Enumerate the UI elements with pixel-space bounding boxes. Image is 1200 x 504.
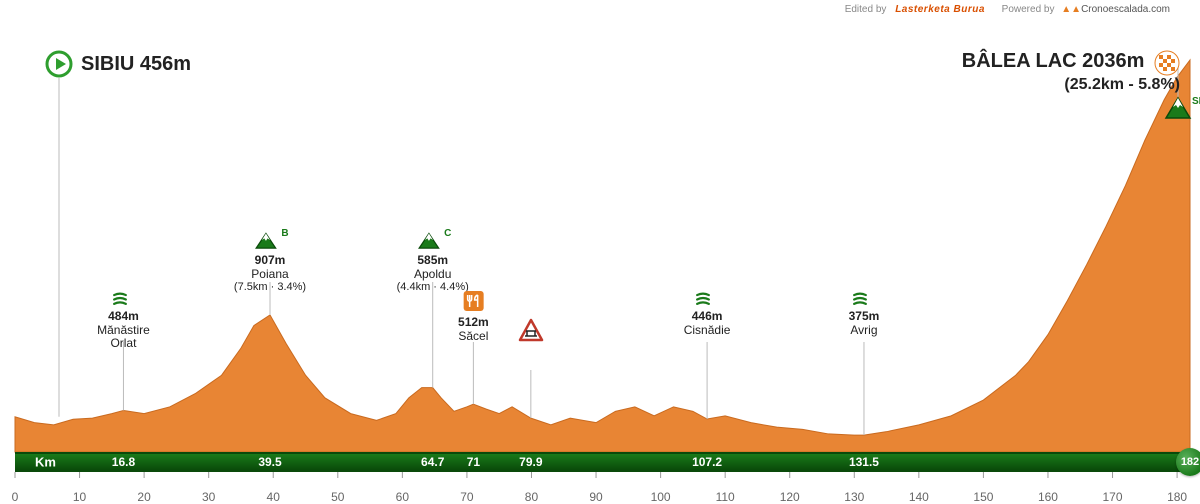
x-axis-tick-label: 60 bbox=[396, 490, 409, 504]
x-axis-tick-label: 50 bbox=[331, 490, 344, 504]
sprint-marker: 446mCisnădie bbox=[684, 290, 731, 337]
marker-altitude: 907m bbox=[234, 254, 306, 268]
distance-bar-value: 79.9 bbox=[519, 455, 542, 469]
x-axis-tick-label: 70 bbox=[460, 490, 473, 504]
sprint-icon bbox=[97, 290, 150, 310]
marker-name: Poiana bbox=[234, 268, 306, 282]
finish-name: BÂLEA LAC bbox=[962, 50, 1077, 72]
mountain-icon: B bbox=[234, 230, 306, 254]
feed-icon bbox=[458, 290, 489, 316]
finish-location: BÂLEA LAC 2036m (25.2km - 5.8%) bbox=[962, 50, 1180, 94]
x-axis-tick-label: 0 bbox=[12, 490, 19, 504]
x-axis-tick-label: 80 bbox=[525, 490, 538, 504]
x-axis-tick-label: 160 bbox=[1038, 490, 1058, 504]
x-axis-tick-label: 140 bbox=[909, 490, 929, 504]
distance-bar-value: 71 bbox=[467, 455, 480, 469]
marker-name: Mănăstire bbox=[97, 324, 150, 338]
x-axis-tick-label: 170 bbox=[1103, 490, 1123, 504]
marker-name: Avrig bbox=[849, 324, 880, 338]
x-axis-tick-label: 110 bbox=[716, 490, 735, 504]
sprint-icon bbox=[684, 290, 731, 310]
distance-bar-value: 131.5 bbox=[849, 455, 879, 469]
marker-altitude: 585m bbox=[397, 254, 469, 268]
mountain-icon: C bbox=[397, 230, 469, 254]
x-axis-tick-label: 40 bbox=[267, 490, 280, 504]
sprint-marker: 375mAvrig bbox=[849, 290, 880, 337]
sprint-marker: 484mMănăstireOrlat bbox=[97, 290, 150, 351]
finish-climb-detail: (25.2km - 5.8%) bbox=[962, 76, 1180, 94]
x-axis-tick-label: 120 bbox=[780, 490, 800, 504]
start-altitude: 456m bbox=[140, 53, 191, 75]
distance-bar-value: 64.7 bbox=[421, 455, 444, 469]
distance-bar-end-badge: 182 bbox=[1176, 448, 1200, 476]
distance-bar-value: 16.8 bbox=[112, 455, 135, 469]
mountain-sp-icon bbox=[1162, 94, 1194, 120]
stage-profile-chart: Edited by Lasterketa Burua Powered by ▲▲… bbox=[0, 0, 1200, 503]
hazard-icon bbox=[518, 318, 544, 346]
x-axis-tick-label: 100 bbox=[651, 490, 671, 504]
marker-altitude: 512m bbox=[458, 316, 489, 330]
marker-altitude: 375m bbox=[849, 310, 880, 324]
start-icon bbox=[45, 50, 73, 78]
marker-name2: Orlat bbox=[97, 337, 150, 351]
finish-altitude: 2036m bbox=[1082, 50, 1144, 72]
finish-summit-marker: SP bbox=[1162, 94, 1194, 125]
start-name: SIBIU bbox=[81, 53, 134, 75]
marker-altitude: 446m bbox=[684, 310, 731, 324]
feed-marker: 512mSăcel bbox=[458, 290, 489, 343]
x-axis-tick-label: 180 bbox=[1167, 490, 1187, 504]
x-axis-tick-label: 30 bbox=[202, 490, 215, 504]
finish-sp-label: SP bbox=[1192, 96, 1200, 107]
distance-bar-label: Km bbox=[35, 455, 56, 470]
distance-bar-value: 107.2 bbox=[692, 455, 722, 469]
x-axis-tick-label: 150 bbox=[973, 490, 993, 504]
hazard-marker bbox=[518, 318, 544, 346]
x-axis-tick-label: 130 bbox=[844, 490, 864, 504]
start-location: SIBIU 456m bbox=[45, 50, 191, 78]
x-axis-tick-label: 10 bbox=[73, 490, 86, 504]
marker-name: Cisnădie bbox=[684, 324, 731, 338]
sprint-icon bbox=[849, 290, 880, 310]
kom-marker: C585mApoldu(4.4km · 4.4%) bbox=[397, 230, 469, 294]
kom-marker: B907mPoiana(7.5km · 3.4%) bbox=[234, 230, 306, 294]
x-axis-tick-label: 20 bbox=[137, 490, 150, 504]
marker-name: Apoldu bbox=[397, 268, 469, 282]
x-axis-tick-label: 90 bbox=[589, 490, 602, 504]
marker-detail: (7.5km · 3.4%) bbox=[234, 281, 306, 294]
finish-checkered-icon bbox=[1154, 50, 1180, 76]
distance-total-km: 182 bbox=[1181, 456, 1199, 468]
marker-name: Săcel bbox=[458, 330, 489, 344]
distance-bar-value: 39.5 bbox=[258, 455, 281, 469]
marker-altitude: 484m bbox=[97, 310, 150, 324]
distance-bar: Km bbox=[15, 452, 1190, 472]
